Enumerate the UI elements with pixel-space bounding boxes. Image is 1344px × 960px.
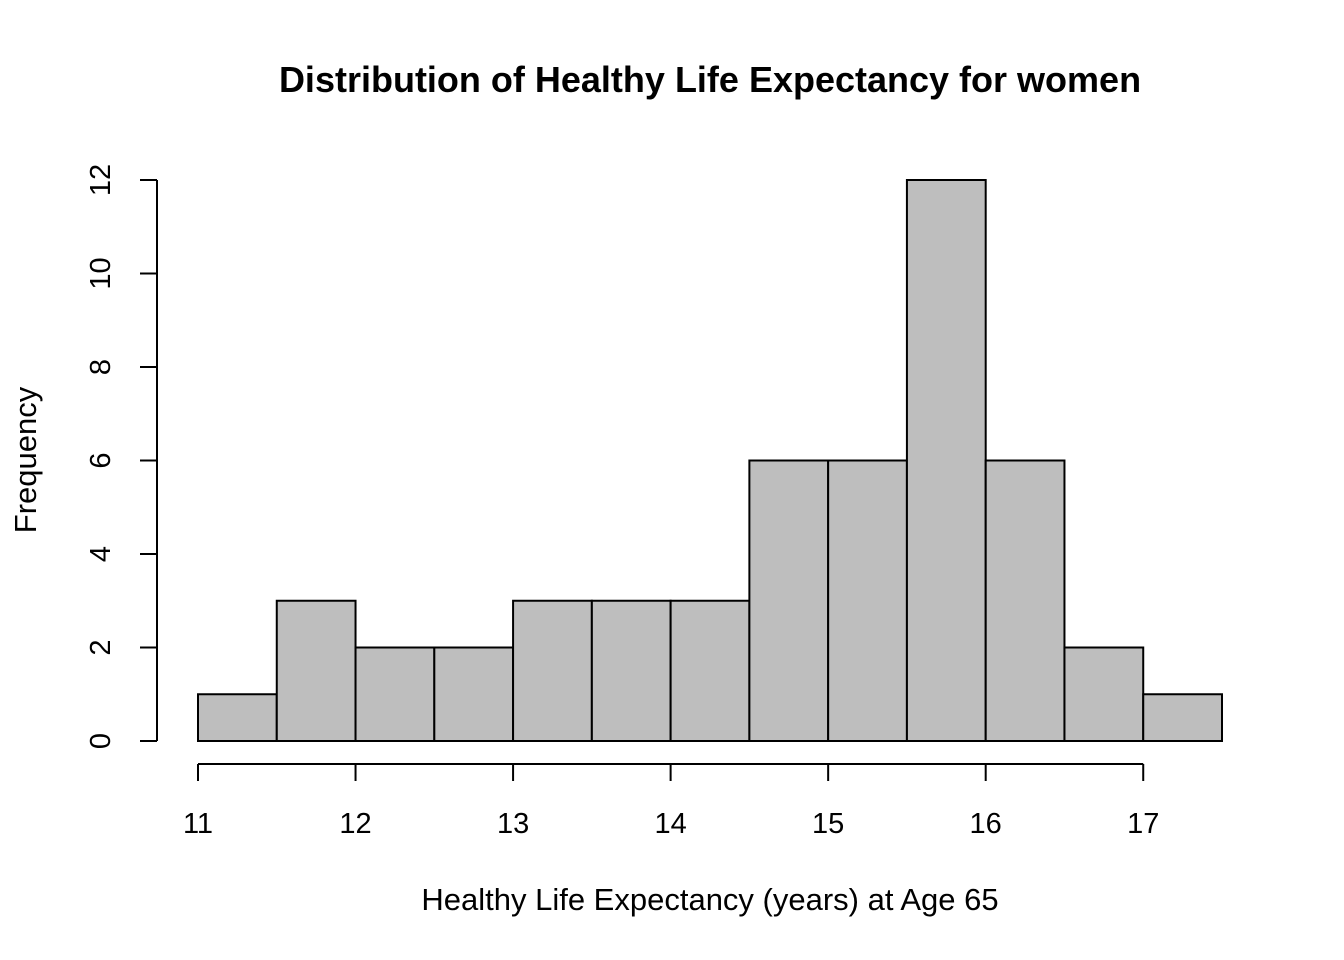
- y-tick-label: 12: [85, 164, 117, 196]
- x-tick-label: 12: [339, 808, 371, 840]
- histogram-bar: [433, 646, 515, 742]
- y-tick-label: 4: [85, 546, 117, 562]
- y-axis: 0 2 4 6 8 10 12: [85, 164, 158, 749]
- x-tick-label: 11: [183, 808, 213, 840]
- histogram-bar: [984, 459, 1066, 742]
- histogram-bar: [590, 599, 672, 742]
- bars-group: [197, 179, 1223, 742]
- histogram-bar: [748, 459, 830, 742]
- histogram-bar: [827, 459, 908, 742]
- histogram-bar: [1142, 693, 1223, 742]
- histogram-bar: [669, 599, 751, 742]
- histogram-bar: [905, 179, 987, 742]
- x-axis: 11 12 13 14 15 16 17: [183, 763, 1159, 840]
- histogram-bar: [354, 646, 436, 742]
- histogram-bar: [197, 693, 278, 742]
- y-tick-label: 8: [85, 359, 117, 375]
- y-tick-label: 10: [85, 257, 117, 289]
- y-tick-label: 0: [85, 733, 117, 749]
- y-axis-label: Frequency: [8, 386, 43, 533]
- x-tick-label: 15: [812, 808, 844, 840]
- histogram-bar: [275, 599, 357, 742]
- chart-title: Distribution of Healthy Life Expectancy …: [279, 59, 1141, 100]
- x-tick-label: 17: [1127, 808, 1159, 840]
- y-tick-label: 6: [85, 452, 117, 468]
- x-tick-label: 16: [970, 808, 1002, 840]
- x-tick-label: 13: [497, 808, 529, 840]
- x-axis-label: Healthy Life Expectancy (years) at Age 6…: [421, 882, 998, 917]
- histogram-bar: [512, 599, 593, 742]
- histogram-bar: [1063, 646, 1145, 742]
- x-tick-label: 14: [654, 808, 686, 840]
- y-tick-label: 2: [85, 639, 117, 655]
